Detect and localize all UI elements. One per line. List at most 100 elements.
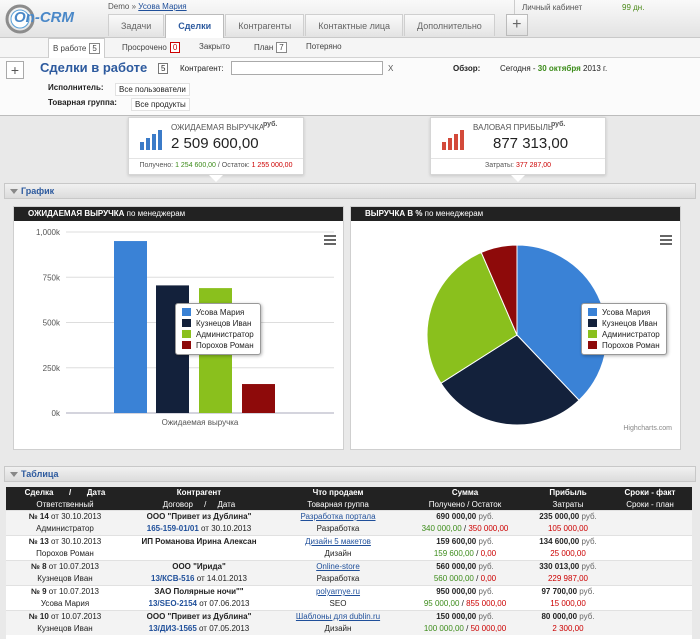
deal-number[interactable]: № 14 от 30.10.2013 — [6, 510, 124, 523]
kpi-value: 877 313,00 — [493, 135, 569, 152]
table-row-detail: Администратор 165-159-01/01 от 30.10.2013… — [6, 523, 692, 536]
product-link[interactable]: Шаблоны для dublin.ru — [274, 610, 402, 623]
chart-credit[interactable]: Highcharts.com — [623, 425, 672, 432]
contract[interactable]: 13/КСВ-516 от 14.01.2013 — [124, 573, 274, 586]
col-counterparty[interactable]: Контрагент — [124, 487, 274, 499]
table-row[interactable]: № 13 от 30.10.2013 ИП Романова Ирина Алек… — [6, 535, 692, 548]
collapse-triangle-icon — [10, 472, 18, 477]
legend-item[interactable]: Администратор — [588, 329, 660, 340]
group-select[interactable]: Все продукты — [131, 98, 190, 111]
legend-item[interactable]: Администратор — [182, 329, 254, 340]
add-tab-button[interactable]: + — [505, 14, 528, 36]
subtab-label: Просрочено — [122, 43, 167, 52]
tab-contacts[interactable]: Контактные лица — [305, 14, 404, 36]
counterparty-name[interactable]: ООО "Привет из Дублина" — [124, 510, 274, 523]
costs: 15 000,00 — [550, 599, 586, 608]
terms-fact — [608, 535, 692, 548]
tab-counterparties[interactable]: Контрагенты — [225, 14, 305, 36]
table-section-header[interactable]: Таблица — [4, 466, 696, 482]
kpi-currency: руб. — [263, 121, 278, 128]
deals-table: Сделка / Дата Контрагент Что продаем Сум… — [6, 487, 692, 639]
deal-sum: 150 000,00 руб. — [402, 610, 528, 623]
tab-additional[interactable]: Дополнительно — [404, 14, 495, 36]
deal-number[interactable]: № 10 от 10.07.2013 — [6, 610, 124, 623]
product-link[interactable]: Разработка портала — [274, 510, 402, 523]
product-link[interactable]: Дизайн 5 макетов — [274, 535, 402, 548]
bar-4[interactable] — [242, 384, 275, 413]
user-link[interactable]: Усова Мария — [138, 2, 187, 11]
counterparty-name[interactable]: ООО "Ирида" — [124, 560, 274, 573]
terms-plan — [608, 573, 692, 586]
deal-number[interactable]: № 9 от 10.07.2013 — [6, 585, 124, 598]
deal-sum: 560 000,00 руб. — [402, 560, 528, 573]
legend-item[interactable]: Кузнецов Иван — [182, 318, 254, 329]
deal-sum: 950 000,00 руб. — [402, 585, 528, 598]
counterparty-name[interactable]: ИП Романова Ирина Алексан — [124, 535, 274, 548]
subtab-plan[interactable]: План 7 — [254, 42, 287, 53]
col-terms-plan: Сроки - план — [608, 499, 692, 511]
days-left: 99 дн. — [622, 3, 645, 12]
tab-tasks[interactable]: Задачи — [108, 14, 165, 36]
contract[interactable]: 165-159-01/01 от 30.10.2013 — [124, 523, 274, 536]
counterparty-name[interactable]: ООО "Привет из Дублина" — [124, 610, 274, 623]
pie-slice-3[interactable] — [426, 251, 518, 384]
personal-cabinet-link[interactable]: Личный кабинет — [522, 3, 583, 12]
counterparty-input[interactable] — [231, 61, 383, 75]
col-profit[interactable]: Прибыль — [528, 487, 608, 499]
subtab-lost[interactable]: Потеряно — [306, 42, 342, 51]
add-deal-button[interactable]: + — [6, 61, 24, 79]
overview-year: 2013 г. — [583, 64, 608, 73]
bar-1[interactable] — [114, 241, 147, 413]
chart-menu-icon[interactable] — [660, 235, 672, 245]
breadcrumb-separator: » — [131, 2, 137, 11]
pie-chart-header: ВЫРУЧКА В % по менеджерам — [351, 207, 680, 221]
table-row[interactable]: № 8 от 10.07.2013 ООО "Ирида" Online-store… — [6, 560, 692, 573]
legend-item[interactable]: Кузнецов Иван — [588, 318, 660, 329]
responsible: Порохов Роман — [36, 549, 94, 558]
chart-menu-icon[interactable] — [324, 235, 336, 245]
clear-counterparty-button[interactable]: X — [388, 64, 394, 73]
col-sum[interactable]: Сумма — [402, 487, 528, 499]
contract[interactable]: 13/ДИЗ-1565 от 07.05.2013 — [124, 623, 274, 635]
responsible: Кузнецов Иван — [6, 573, 124, 586]
legend-item[interactable]: Порохов Роман — [588, 340, 660, 351]
y-tick-label: 1,000k — [36, 228, 61, 237]
col-deal-date[interactable]: Сделка / Дата — [6, 487, 124, 499]
legend-swatch — [182, 319, 191, 327]
contract[interactable] — [124, 548, 274, 561]
col-terms-fact[interactable]: Сроки - факт — [608, 487, 692, 499]
subtab-count: 0 — [169, 42, 181, 53]
y-tick-label: 0k — [52, 409, 61, 418]
deal-number[interactable]: № 13 от 30.10.2013 — [6, 535, 124, 548]
col-product[interactable]: Что продаем — [274, 487, 402, 499]
on-crm-logo[interactable] — [4, 3, 70, 35]
subtab-closed[interactable]: Закрыто — [199, 42, 230, 51]
pie-slice-1[interactable] — [516, 244, 608, 401]
table-row[interactable]: № 10 от 10.07.2013 ООО "Привет из Дублина… — [6, 610, 692, 623]
contract[interactable]: 13/SEO-2154 от 07.06.2013 — [148, 599, 250, 608]
kpi-expected-revenue: ОЖИДАЕМАЯ ВЫРУЧКА руб. 2 509 600,00 Полу… — [128, 117, 304, 182]
table-row[interactable]: № 9 от 10.07.2013 ЗАО Полярные ночи"" poly… — [6, 585, 692, 598]
subtab-in-work[interactable]: В работе 5 — [48, 38, 105, 58]
legend-item[interactable]: Усова Мария — [588, 307, 660, 318]
subtab-overdue[interactable]: Просрочено 0 — [122, 42, 181, 53]
product-link[interactable]: polyarnye.ru — [274, 585, 402, 598]
table-row-detail: Порохов Роман Дизайн 159 600,00 / 0,00 25 … — [6, 548, 692, 561]
chart-section-header[interactable]: График — [4, 183, 696, 199]
legend-swatch — [182, 330, 191, 338]
tab-deals[interactable]: Сделки — [165, 14, 225, 38]
legend-item[interactable]: Усова Мария — [182, 307, 254, 318]
filter-panel: + Сделки в работе 5 Контрагент: X Обзор:… — [0, 58, 700, 116]
y-tick-label: 750k — [43, 273, 61, 282]
table-row[interactable]: № 14 от 30.10.2013 ООО "Привет из Дублина… — [6, 510, 692, 523]
legend-swatch — [588, 330, 597, 338]
product-link[interactable]: Online-store — [274, 560, 402, 573]
rest-value: 1 255 000,00 — [251, 162, 293, 169]
deal-number[interactable]: № 8 от 10.07.2013 — [6, 560, 124, 573]
pie-slice-2[interactable] — [440, 334, 580, 426]
pie-slice-4[interactable] — [480, 244, 518, 336]
executor-select[interactable]: Все пользователи — [115, 83, 190, 96]
legend-item[interactable]: Порохов Роман — [182, 340, 254, 351]
counterparty-name[interactable]: ЗАО Полярные ночи"" — [124, 585, 274, 598]
kpi-title: ВАЛОВАЯ ПРИБЫЛЬ — [473, 123, 554, 132]
